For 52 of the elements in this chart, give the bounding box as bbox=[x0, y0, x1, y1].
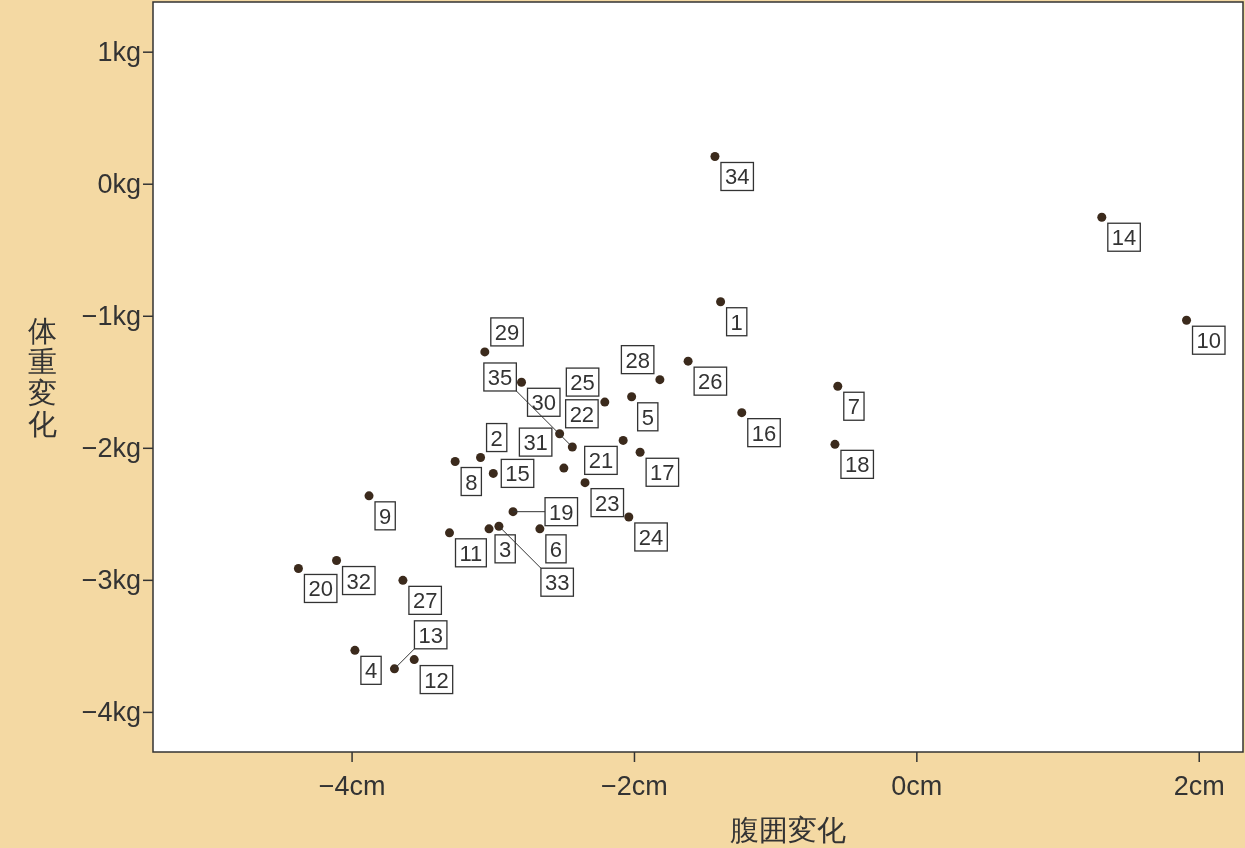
y-tick-label: −1kg bbox=[81, 301, 141, 332]
point bbox=[398, 575, 408, 585]
annotation: 19 bbox=[549, 499, 574, 525]
annotation: 33 bbox=[544, 570, 570, 596]
y-tick-label: −3kg bbox=[81, 565, 141, 596]
point bbox=[710, 151, 720, 161]
point bbox=[364, 491, 374, 501]
y-axis-title: 体重変化 bbox=[27, 315, 57, 440]
point bbox=[517, 377, 527, 387]
x-tick-label: −2cm bbox=[601, 771, 668, 801]
point bbox=[600, 397, 610, 407]
point bbox=[737, 408, 747, 418]
point bbox=[559, 463, 569, 473]
point bbox=[535, 524, 545, 534]
y-tick-label: 0kg bbox=[97, 169, 141, 200]
point bbox=[830, 439, 840, 449]
point bbox=[409, 655, 419, 665]
point bbox=[1182, 315, 1192, 325]
annotation: 2 bbox=[490, 425, 503, 451]
point bbox=[655, 375, 665, 385]
y-tick-label: 1kg bbox=[97, 37, 141, 68]
annotation: 8 bbox=[465, 469, 478, 495]
point bbox=[624, 512, 634, 522]
annotation: 5 bbox=[641, 404, 654, 430]
x-axis-title: 腹囲変化 bbox=[730, 814, 846, 846]
point bbox=[480, 347, 490, 357]
point bbox=[618, 435, 628, 445]
point bbox=[580, 478, 590, 488]
annotation: 35 bbox=[487, 364, 513, 390]
point bbox=[445, 528, 454, 538]
y-tick-label: −2kg bbox=[81, 433, 141, 464]
point bbox=[488, 468, 498, 478]
point bbox=[450, 457, 460, 467]
point bbox=[476, 453, 486, 463]
annotation: 13 bbox=[418, 622, 443, 648]
point bbox=[635, 447, 645, 457]
point bbox=[1097, 212, 1107, 222]
annotation: 1 bbox=[730, 309, 743, 335]
annotation: 3 bbox=[499, 536, 512, 562]
point bbox=[350, 645, 360, 655]
point bbox=[627, 392, 637, 402]
point bbox=[683, 356, 693, 366]
x-tick-label: 2cm bbox=[1173, 771, 1225, 801]
point bbox=[293, 563, 303, 573]
y-tick-label: −4kg bbox=[81, 697, 141, 728]
point bbox=[484, 524, 494, 534]
point bbox=[332, 556, 342, 566]
annotation: 9 bbox=[379, 503, 392, 529]
point bbox=[716, 297, 726, 307]
x-tick-label: 0cm bbox=[891, 771, 943, 801]
point bbox=[833, 381, 843, 391]
x-tick-label: −4cm bbox=[318, 771, 386, 801]
